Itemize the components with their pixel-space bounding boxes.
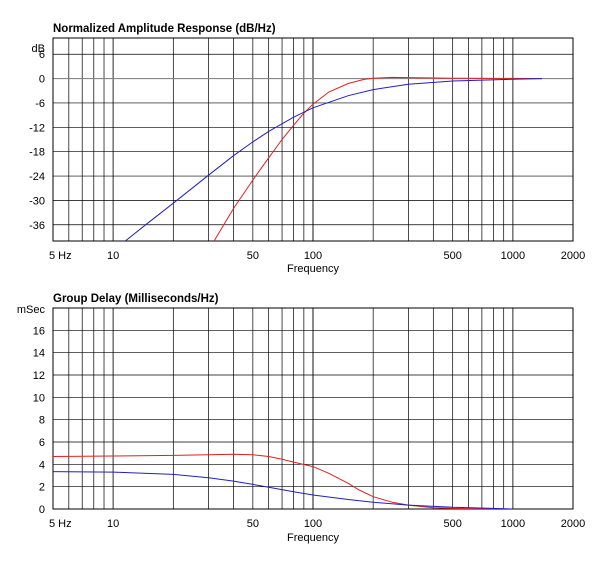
- amplitude-series-red-line: [213, 76, 543, 241]
- amplitude-x-tick-label: 2000: [561, 250, 585, 262]
- amplitude-x-tick-label: 5 Hz: [49, 250, 72, 262]
- delay-y-tick-label: 10: [33, 392, 45, 404]
- amplitude-x-tick-label: 50: [247, 250, 259, 262]
- delay-x-axis-label: Frequency: [287, 532, 339, 544]
- amplitude-chart-panel: Normalized Amplitude Response (dB/Hz) dB6…: [29, 23, 585, 275]
- amplitude-y-tick-label: 0: [39, 74, 45, 86]
- delay-y-tick-label: 14: [33, 348, 45, 360]
- delay-y-tick-label: 8: [39, 415, 45, 427]
- amplitude-x-tick-label: 1000: [501, 250, 525, 262]
- delay-x-tick-label: 50: [247, 518, 259, 530]
- delay-chart-title: Group Delay (Milliseconds/Hz): [53, 293, 219, 305]
- amplitude-chart-title: Normalized Amplitude Response (dB/Hz): [53, 23, 276, 35]
- amplitude-y-tick-label: 6: [39, 49, 45, 61]
- delay-x-tick-label: 1000: [501, 518, 525, 530]
- amplitude-y-tick-label: -30: [29, 195, 45, 207]
- delay-y-tick-label: 2: [39, 482, 45, 494]
- amplitude-x-tick-label: 500: [444, 250, 462, 262]
- amplitude-y-tick-label: -24: [29, 171, 45, 183]
- delay-plot-frame: [52, 307, 574, 510]
- delay-y-axis-label: mSec: [17, 304, 46, 316]
- amplitude-y-tick-label: -12: [29, 122, 45, 134]
- delay-x-tick-label: 10: [107, 518, 119, 530]
- delay-y-tick-label: 0: [39, 504, 45, 516]
- amplitude-series-blue-line: [124, 78, 543, 241]
- delay-y-tick-label: 12: [33, 370, 45, 382]
- amplitude-x-tick-label: 10: [107, 250, 119, 262]
- amplitude-x-tick-label: 100: [304, 250, 322, 262]
- delay-y-tick-label: 4: [39, 459, 45, 471]
- amplitude-y-axis-label: dB: [32, 43, 45, 55]
- amplitude-y-tick-label: -18: [29, 147, 45, 159]
- delay-x-tick-label: 2000: [561, 518, 585, 530]
- delay-y-tick-label: 6: [39, 437, 45, 449]
- group-delay-chart-panel: Group Delay (Milliseconds/Hz) mSec 16 14 12 1…: [17, 293, 585, 544]
- delay-x-tick-label: 500: [444, 518, 462, 530]
- delay-series-blue-line: [53, 471, 513, 509]
- delay-x-tick-label: 100: [304, 518, 322, 530]
- delay-x-tick-label: 5 Hz: [49, 518, 72, 530]
- amplitude-x-axis-label: Frequency: [287, 263, 339, 275]
- amplitude-plot-frame: [52, 37, 574, 242]
- delay-y-tick-label: 16: [33, 325, 45, 337]
- amplitude-y-tick-label: -36: [29, 220, 45, 232]
- amplitude-y-tick-label: -6: [35, 98, 45, 110]
